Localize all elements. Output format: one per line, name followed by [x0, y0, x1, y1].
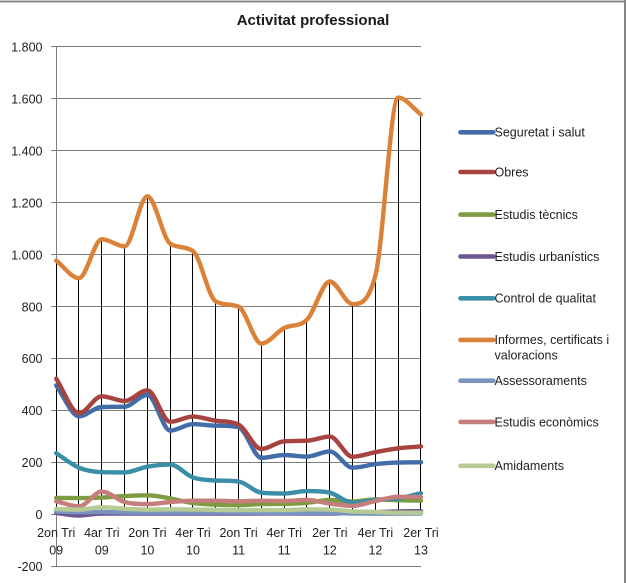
svg-text:09: 09 — [95, 544, 109, 558]
svg-text:2on Tri: 2on Tri — [219, 526, 257, 540]
svg-text:12: 12 — [323, 544, 337, 558]
svg-text:Informes, certificats i: Informes, certificats i — [495, 333, 610, 347]
svg-text:Estudis econòmics: Estudis econòmics — [495, 415, 599, 429]
svg-text:2er Tri: 2er Tri — [403, 526, 438, 540]
svg-text:1.200: 1.200 — [11, 196, 42, 210]
svg-text:Estudis urbanístics: Estudis urbanístics — [495, 250, 600, 264]
svg-text:2on Tri: 2on Tri — [128, 526, 166, 540]
svg-text:4er Tri: 4er Tri — [175, 526, 210, 540]
svg-text:0: 0 — [36, 508, 43, 522]
svg-text:Control de qualitat: Control de qualitat — [495, 292, 597, 306]
svg-text:11: 11 — [232, 544, 245, 558]
svg-text:2on Tri: 2on Tri — [37, 526, 75, 540]
svg-text:09: 09 — [49, 544, 63, 558]
svg-text:1.000: 1.000 — [11, 248, 42, 262]
svg-text:10: 10 — [186, 544, 200, 558]
svg-text:400: 400 — [22, 404, 43, 418]
svg-text:valoracions: valoracions — [495, 349, 558, 363]
svg-text:4er Tri: 4er Tri — [266, 526, 301, 540]
svg-text:Amidaments: Amidaments — [495, 459, 564, 473]
svg-text:4er Tri: 4er Tri — [358, 526, 393, 540]
svg-text:1.800: 1.800 — [11, 41, 42, 55]
svg-text:4ar Tri: 4ar Tri — [84, 526, 119, 540]
svg-text:11: 11 — [278, 544, 291, 558]
svg-text:200: 200 — [22, 456, 43, 470]
svg-text:Estudis tècnics: Estudis tècnics — [495, 208, 578, 222]
svg-text:Obres: Obres — [495, 165, 529, 179]
svg-text:1.400: 1.400 — [11, 144, 42, 158]
svg-text:13: 13 — [414, 544, 428, 558]
svg-text:-200: -200 — [17, 560, 42, 574]
svg-text:Activitat professional: Activitat professional — [237, 12, 390, 29]
svg-text:2er Tri: 2er Tri — [312, 526, 347, 540]
svg-text:Seguretat i salut: Seguretat i salut — [495, 126, 586, 140]
svg-text:12: 12 — [368, 544, 382, 558]
svg-text:1.600: 1.600 — [11, 93, 42, 107]
svg-text:800: 800 — [22, 300, 43, 314]
svg-text:Assessoraments: Assessoraments — [495, 374, 587, 388]
svg-text:600: 600 — [22, 352, 43, 366]
svg-text:10: 10 — [140, 544, 154, 558]
